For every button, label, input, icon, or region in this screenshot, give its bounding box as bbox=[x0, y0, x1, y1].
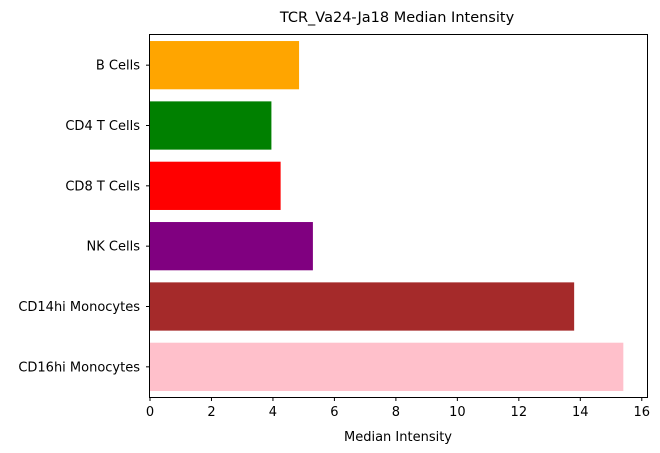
x-tick-label: 14 bbox=[572, 405, 589, 420]
x-tick-label: 4 bbox=[269, 405, 277, 420]
x-tick-label: 8 bbox=[392, 405, 400, 420]
y-tick-label: B Cells bbox=[96, 59, 140, 74]
x-axis-label: Median Intensity bbox=[344, 430, 452, 445]
x-tick-label: 12 bbox=[511, 405, 528, 420]
chart-title: TCR_Va24-Ja18 Median Intensity bbox=[279, 10, 515, 26]
y-tick-label: CD8 T Cells bbox=[65, 179, 140, 194]
bars-group bbox=[150, 41, 624, 391]
x-tick-label: 2 bbox=[207, 405, 215, 420]
y-tick-label: CD4 T Cells bbox=[65, 119, 140, 134]
y-tick-label: CD14hi Monocytes bbox=[18, 300, 140, 315]
bar-cd14hi-monocytes bbox=[150, 282, 575, 331]
bar-b-cells bbox=[150, 41, 300, 90]
y-axis-ticks: B Cells CD4 T Cells CD8 T Cells NK Cells CD1… bbox=[18, 59, 150, 375]
x-tick-label: 10 bbox=[449, 405, 466, 420]
bar-cd4-t-cells bbox=[150, 101, 272, 150]
bar-nk-cells bbox=[150, 222, 313, 271]
x-axis-ticks: 0 2 4 6 8 10 12 14 16 bbox=[146, 397, 650, 420]
x-tick-label: 0 bbox=[146, 405, 154, 420]
x-tick-label: 6 bbox=[330, 405, 338, 420]
bar-cd16hi-monocytes bbox=[150, 342, 624, 391]
x-tick-label: 16 bbox=[634, 405, 651, 420]
y-tick-label: CD16hi Monocytes bbox=[18, 360, 140, 375]
y-tick-label: NK Cells bbox=[87, 240, 141, 255]
bar-cd8-t-cells bbox=[150, 161, 281, 210]
plot-frame bbox=[149, 34, 648, 398]
